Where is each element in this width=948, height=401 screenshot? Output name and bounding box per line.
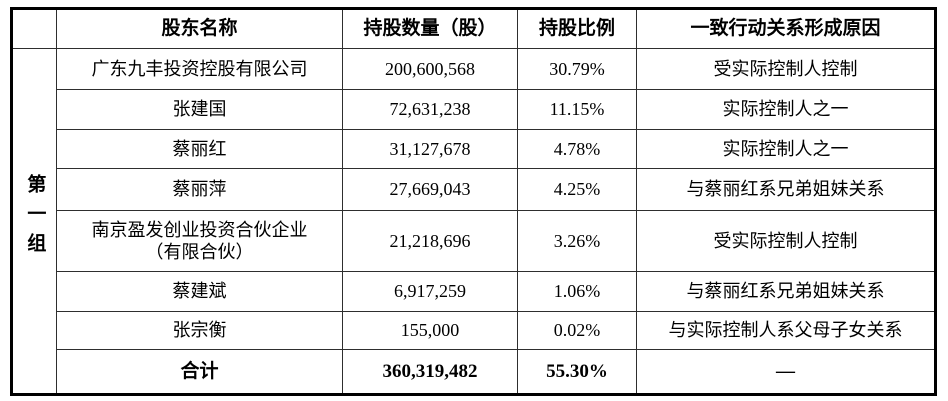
- reason-cell: 受实际控制人控制: [636, 48, 936, 90]
- shareholder-name-cell: 张建国: [56, 89, 343, 130]
- reason-cell: 实际控制人之一: [636, 89, 936, 130]
- shareholder-name-cell: 南京盈发创业投资合伙企业 （有限合伙）: [56, 210, 343, 272]
- header-relationship-reason: 一致行动关系形成原因: [636, 8, 936, 49]
- table-row: 蔡丽红 31,127,678 4.78% 实际控制人之一: [12, 129, 936, 169]
- header-group-cell: [11, 8, 57, 49]
- shares-cell: 6,917,259: [342, 271, 518, 312]
- total-row: 合计 360,319,482 55.30% —: [12, 349, 936, 395]
- shareholder-name-cell: 蔡丽红: [56, 129, 343, 169]
- shareholder-name-cell: 广东九丰投资控股有限公司: [56, 48, 343, 90]
- ratio-cell: 4.25%: [517, 168, 637, 211]
- header-share-ratio: 持股比例: [517, 8, 637, 49]
- table-row: 南京盈发创业投资合伙企业 （有限合伙） 21,218,696 3.26% 受实际…: [12, 210, 936, 272]
- shareholder-name-cell: 蔡建斌: [56, 271, 343, 312]
- table-row: 张建国 72,631,238 11.15% 实际控制人之一: [12, 89, 936, 130]
- header-shareholder-name: 股东名称: [56, 8, 343, 49]
- ratio-cell: 0.02%: [517, 311, 637, 350]
- ratio-cell: 11.15%: [517, 89, 637, 130]
- total-shares-cell: 360,319,482: [342, 349, 518, 395]
- shareholder-name-cell: 张宗衡: [56, 311, 343, 350]
- shareholder-group-table: 股东名称 持股数量（股） 持股比例 一致行动关系形成原因 第一组 广东九丰投资控…: [10, 7, 937, 396]
- ratio-cell: 3.26%: [517, 210, 637, 272]
- reason-cell: 实际控制人之一: [636, 129, 936, 169]
- ratio-cell: 4.78%: [517, 129, 637, 169]
- total-label-cell: 合计: [56, 349, 343, 395]
- header-row: 股东名称 持股数量（股） 持股比例 一致行动关系形成原因: [11, 8, 936, 49]
- total-reason-cell: —: [636, 349, 936, 395]
- shares-cell: 155,000: [342, 311, 518, 350]
- table-row: 张宗衡 155,000 0.02% 与实际控制人系父母子女关系: [12, 311, 936, 350]
- group-label: 第一组: [24, 174, 46, 263]
- shares-cell: 27,669,043: [342, 168, 518, 211]
- ratio-cell: 30.79%: [517, 48, 637, 90]
- total-ratio-cell: 55.30%: [517, 349, 637, 395]
- header-shares-count: 持股数量（股）: [342, 8, 518, 49]
- shares-cell: 200,600,568: [342, 48, 518, 90]
- group-cell: 第一组: [11, 48, 57, 395]
- reason-cell: 与实际控制人系父母子女关系: [636, 311, 936, 350]
- reason-cell: 与蔡丽红系兄弟姐妹关系: [636, 168, 936, 211]
- table-row: 蔡建斌 6,917,259 1.06% 与蔡丽红系兄弟姐妹关系: [12, 271, 936, 312]
- reason-cell: 受实际控制人控制: [636, 210, 936, 272]
- shares-cell: 31,127,678: [342, 129, 518, 169]
- ratio-cell: 1.06%: [517, 271, 637, 312]
- table-row: 第一组 广东九丰投资控股有限公司 200,600,568 30.79% 受实际控…: [11, 48, 936, 395]
- shares-cell: 21,218,696: [342, 210, 518, 272]
- shares-cell: 72,631,238: [342, 89, 518, 130]
- shareholder-name-cell: 蔡丽萍: [56, 168, 343, 211]
- reason-cell: 与蔡丽红系兄弟姐妹关系: [636, 271, 936, 312]
- table-row: 蔡丽萍 27,669,043 4.25% 与蔡丽红系兄弟姐妹关系: [12, 168, 936, 211]
